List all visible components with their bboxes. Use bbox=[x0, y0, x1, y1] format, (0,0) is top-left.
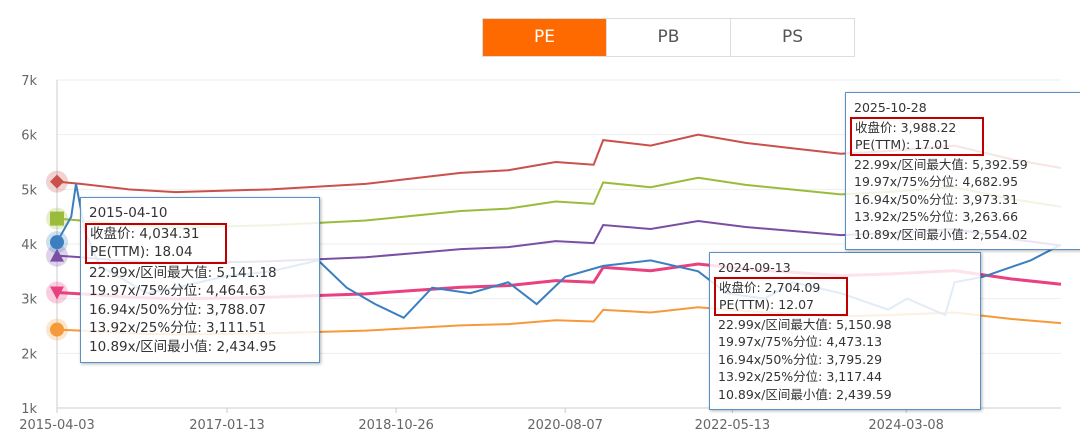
tooltip-row: 22.99x/区间最大值: 5,141.18 bbox=[89, 264, 277, 281]
tooltip-2024: 2024-09-13 收盘价: 2,704.09 PE(TTM): 12.07 … bbox=[709, 252, 981, 410]
tooltip-2025: 2025-10-28 收盘价: 3,988.22 PE(TTM): 17.01 … bbox=[845, 92, 1080, 250]
tooltip-row: 19.97x/75%分位: 4,473.13 bbox=[718, 334, 883, 349]
x-tick-label: 2017-01-13 bbox=[189, 418, 265, 433]
y-tick-label: 1k bbox=[21, 402, 37, 417]
tooltip-row: 16.94x/50%分位: 3,795.29 bbox=[718, 351, 883, 367]
x-tick-label: 2018-10-26 bbox=[358, 418, 434, 433]
tooltip-row: 22.99x/区间最大值: 5,150.98 bbox=[718, 316, 892, 332]
tab-pb[interactable]: PB bbox=[606, 19, 730, 56]
x-tick-label: 2022-05-13 bbox=[695, 418, 771, 433]
tooltip-row: 10.89x/区间最小值: 2,554.02 bbox=[854, 226, 1028, 242]
diamond-marker-icon bbox=[50, 174, 64, 189]
y-tick-label: 7k bbox=[21, 74, 37, 89]
triangle-marker-icon bbox=[50, 248, 64, 262]
tooltip-row: 16.94x/50%分位: 3,973.31 bbox=[854, 191, 1019, 207]
tooltip-highlight: 收盘价: 3,988.22 PE(TTM): 17.01 bbox=[850, 116, 984, 156]
tooltip-pe: PE(TTM): 12.07 bbox=[719, 297, 814, 312]
tooltip-row: 13.92x/25%分位: 3,111.51 bbox=[89, 320, 267, 336]
tooltip-2015: 2015-04-10 收盘价: 4,034.31 PE(TTM): 18.04 … bbox=[80, 197, 320, 363]
y-tick-label: 5k bbox=[21, 183, 37, 198]
x-tick-label: 2024-03-08 bbox=[868, 418, 944, 433]
tooltip-close: 收盘价: 4,034.31 bbox=[90, 225, 200, 242]
y-tick-label: 4k bbox=[21, 238, 37, 253]
tooltip-row: 19.97x/75%分位: 4,464.63 bbox=[89, 283, 267, 299]
tab-pe[interactable]: PE bbox=[483, 19, 606, 56]
circle-marker-icon bbox=[50, 322, 64, 337]
circle-marker-icon bbox=[50, 235, 64, 250]
valuation-tabs: PE PB PS bbox=[482, 18, 855, 57]
tooltip-row: 10.89x/区间最小值: 2,434.95 bbox=[89, 338, 277, 355]
square-marker-icon bbox=[50, 211, 64, 226]
tooltip-close: 收盘价: 3,988.22 bbox=[855, 119, 957, 135]
tooltip-row: 22.99x/区间最大值: 5,392.59 bbox=[854, 156, 1028, 172]
tooltip-date: 2024-09-13 bbox=[718, 260, 791, 275]
tooltip-highlight: 收盘价: 2,704.09 PE(TTM): 12.07 bbox=[714, 276, 848, 316]
x-tick-label: 2015-04-03 bbox=[19, 418, 95, 433]
y-tick-label: 2k bbox=[21, 347, 37, 362]
x-tick-label: 2020-08-07 bbox=[527, 418, 603, 433]
tooltip-date: 2015-04-10 bbox=[89, 205, 168, 221]
tooltip-row: 16.94x/50%分位: 3,788.07 bbox=[89, 301, 267, 318]
tooltip-pe: PE(TTM): 17.01 bbox=[855, 137, 950, 152]
tooltip-pe: PE(TTM): 18.04 bbox=[90, 244, 193, 260]
invtriangle-marker-icon bbox=[50, 286, 64, 300]
tooltip-row: 13.92x/25%分位: 3,117.44 bbox=[718, 369, 883, 384]
y-tick-label: 3k bbox=[21, 293, 37, 308]
tooltip-date: 2025-10-28 bbox=[854, 100, 927, 115]
y-tick-label: 6k bbox=[21, 129, 37, 144]
tooltip-row: 19.97x/75%分位: 4,682.95 bbox=[854, 174, 1019, 189]
tab-ps[interactable]: PS bbox=[730, 19, 854, 56]
tooltip-row: 10.89x/区间最小值: 2,439.59 bbox=[718, 386, 892, 402]
tooltip-row: 13.92x/25%分位: 3,263.66 bbox=[854, 209, 1019, 224]
tooltip-highlight: 收盘价: 4,034.31 PE(TTM): 18.04 bbox=[85, 222, 227, 264]
tooltip-close: 收盘价: 2,704.09 bbox=[719, 279, 821, 295]
